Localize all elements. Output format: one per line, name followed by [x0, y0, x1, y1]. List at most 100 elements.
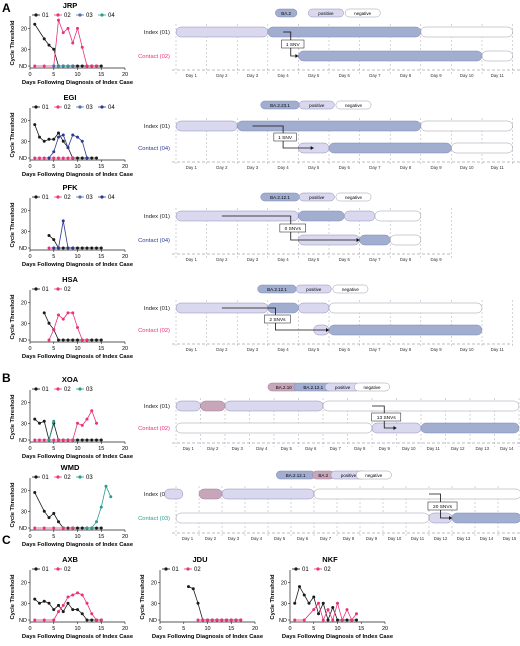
- data-point-04: [61, 133, 65, 137]
- row-label: Index (01): [144, 492, 170, 498]
- data-point-01: [76, 246, 79, 250]
- data-point-02: [234, 618, 238, 622]
- data-point-01: [42, 37, 46, 41]
- data-point-02: [220, 618, 224, 622]
- arrow-head: [326, 328, 329, 332]
- status-bar-neg: [374, 210, 422, 222]
- data-point-03: [85, 526, 89, 530]
- legend-badge-text: BA.2.10: [276, 385, 293, 390]
- series-line-02: [48, 312, 87, 341]
- y-tick-label: 30: [21, 139, 27, 145]
- x-axis-label: Days Following Diagnosis of Index Case: [22, 262, 134, 268]
- data-point-02: [71, 593, 75, 597]
- legend-label: 03: [86, 195, 93, 201]
- data-point-02: [38, 156, 41, 160]
- data-point-02: [317, 601, 320, 605]
- x-tick-label: 10: [74, 254, 80, 260]
- data-point-02: [85, 417, 89, 421]
- legend-marker: [78, 195, 82, 199]
- data-point-01: [38, 135, 41, 139]
- data-point-01: [57, 520, 60, 524]
- data-point-02: [76, 591, 79, 595]
- data-point-01: [71, 608, 75, 612]
- data-point-01: [61, 246, 65, 250]
- legend-label: 02: [64, 105, 71, 111]
- ct-chart-egi: EGI 01 02 03 04 20 30 ND0 5 10 15 20 Days Following …: [10, 93, 134, 178]
- day-label: Day 6: [339, 347, 351, 352]
- legend-marker: [186, 567, 190, 571]
- legend-label: 01: [42, 13, 49, 19]
- legend-label: 03: [86, 475, 93, 481]
- legend-marker: [78, 105, 82, 109]
- legend-badge: [308, 8, 344, 18]
- day-label: Day 1: [186, 257, 198, 262]
- day-label: Day 1: [186, 347, 198, 352]
- series-line-01: [43, 312, 102, 341]
- day-label: Day 5: [308, 347, 320, 352]
- y-tick-label: 30: [151, 601, 157, 607]
- data-point-02: [350, 618, 354, 622]
- status-bar-dark: [298, 210, 345, 222]
- series-line-03: [87, 485, 112, 529]
- legend-marker: [100, 105, 104, 109]
- legend-marker: [316, 567, 320, 571]
- data-point-01: [191, 587, 195, 591]
- legend-label: 01: [42, 387, 49, 393]
- chart-title: XOA: [62, 375, 79, 384]
- data-point-02: [61, 31, 65, 35]
- status-bar-mauve: [200, 400, 226, 412]
- x-tick-label: 20: [122, 626, 128, 632]
- day-label: Day 5: [308, 73, 320, 78]
- x-tick-label: 5: [182, 626, 185, 632]
- y-tick-label: ND: [19, 338, 27, 344]
- day-label: Day 7: [369, 73, 381, 78]
- legend-badge-text: BA.2.12.1: [267, 287, 287, 292]
- data-point-02: [52, 526, 56, 530]
- legend-badge: [298, 100, 335, 110]
- legend-label: 01: [172, 567, 179, 573]
- timeline-xoa: Day 1 Day 2 Day 3 Day 4 Day 5 Day 6 Day 7 Day 8…: [138, 382, 520, 451]
- legend-badge-text: negative: [345, 195, 363, 200]
- data-point-01: [47, 137, 51, 141]
- x-tick-label: 0: [158, 626, 161, 632]
- y-tick-label: 30: [21, 601, 27, 607]
- y-tick-label: 30: [21, 229, 27, 235]
- y-axis-label: Cycle Threshold: [10, 482, 16, 528]
- row-label: Contact (02): [138, 426, 170, 432]
- x-axis-label: Days Following Diagnosis of Index Case: [22, 454, 134, 460]
- data-point-01: [99, 246, 103, 250]
- status-bar-neg: [451, 142, 513, 154]
- legend-marker: [56, 387, 60, 391]
- data-point-02: [57, 313, 60, 317]
- x-tick-label: 5: [52, 164, 55, 170]
- ct-chart-nkf: NKF 01 02 20 30 ND0 5 10 15 20 Days Following Diag…: [270, 555, 394, 640]
- data-point-02: [42, 618, 46, 622]
- status-bar-neg: [322, 400, 520, 412]
- status-bar-light: [344, 210, 376, 222]
- data-point-01: [52, 511, 56, 515]
- day-label: Day 12: [434, 536, 448, 541]
- day-label: Day 7: [369, 165, 381, 170]
- legend-marker: [78, 475, 82, 479]
- legend-marker: [34, 387, 38, 391]
- day-label: Day 6: [305, 446, 317, 451]
- data-point-03: [52, 64, 56, 68]
- legend-marker: [294, 567, 298, 571]
- x-axis-label: Days Following Diagnosis of Index Case: [22, 542, 134, 548]
- legend-badge-text: positive: [341, 473, 357, 478]
- data-point-01: [196, 601, 200, 605]
- chart-title: JDU: [192, 555, 207, 564]
- x-tick-label: 15: [98, 346, 104, 352]
- data-point-02: [331, 618, 335, 622]
- snv-label: 2 SNVs: [269, 317, 286, 323]
- data-point-02: [33, 618, 37, 622]
- data-point-02: [47, 246, 51, 250]
- legend-badge: [354, 382, 390, 392]
- x-tick-label: 15: [98, 626, 104, 632]
- legend-label: 03: [86, 387, 93, 393]
- data-point-01: [80, 438, 84, 442]
- data-point-02: [215, 618, 219, 622]
- x-axis-label: Days Following Diagnosis of Index Case: [152, 634, 264, 640]
- data-point-01: [57, 603, 60, 607]
